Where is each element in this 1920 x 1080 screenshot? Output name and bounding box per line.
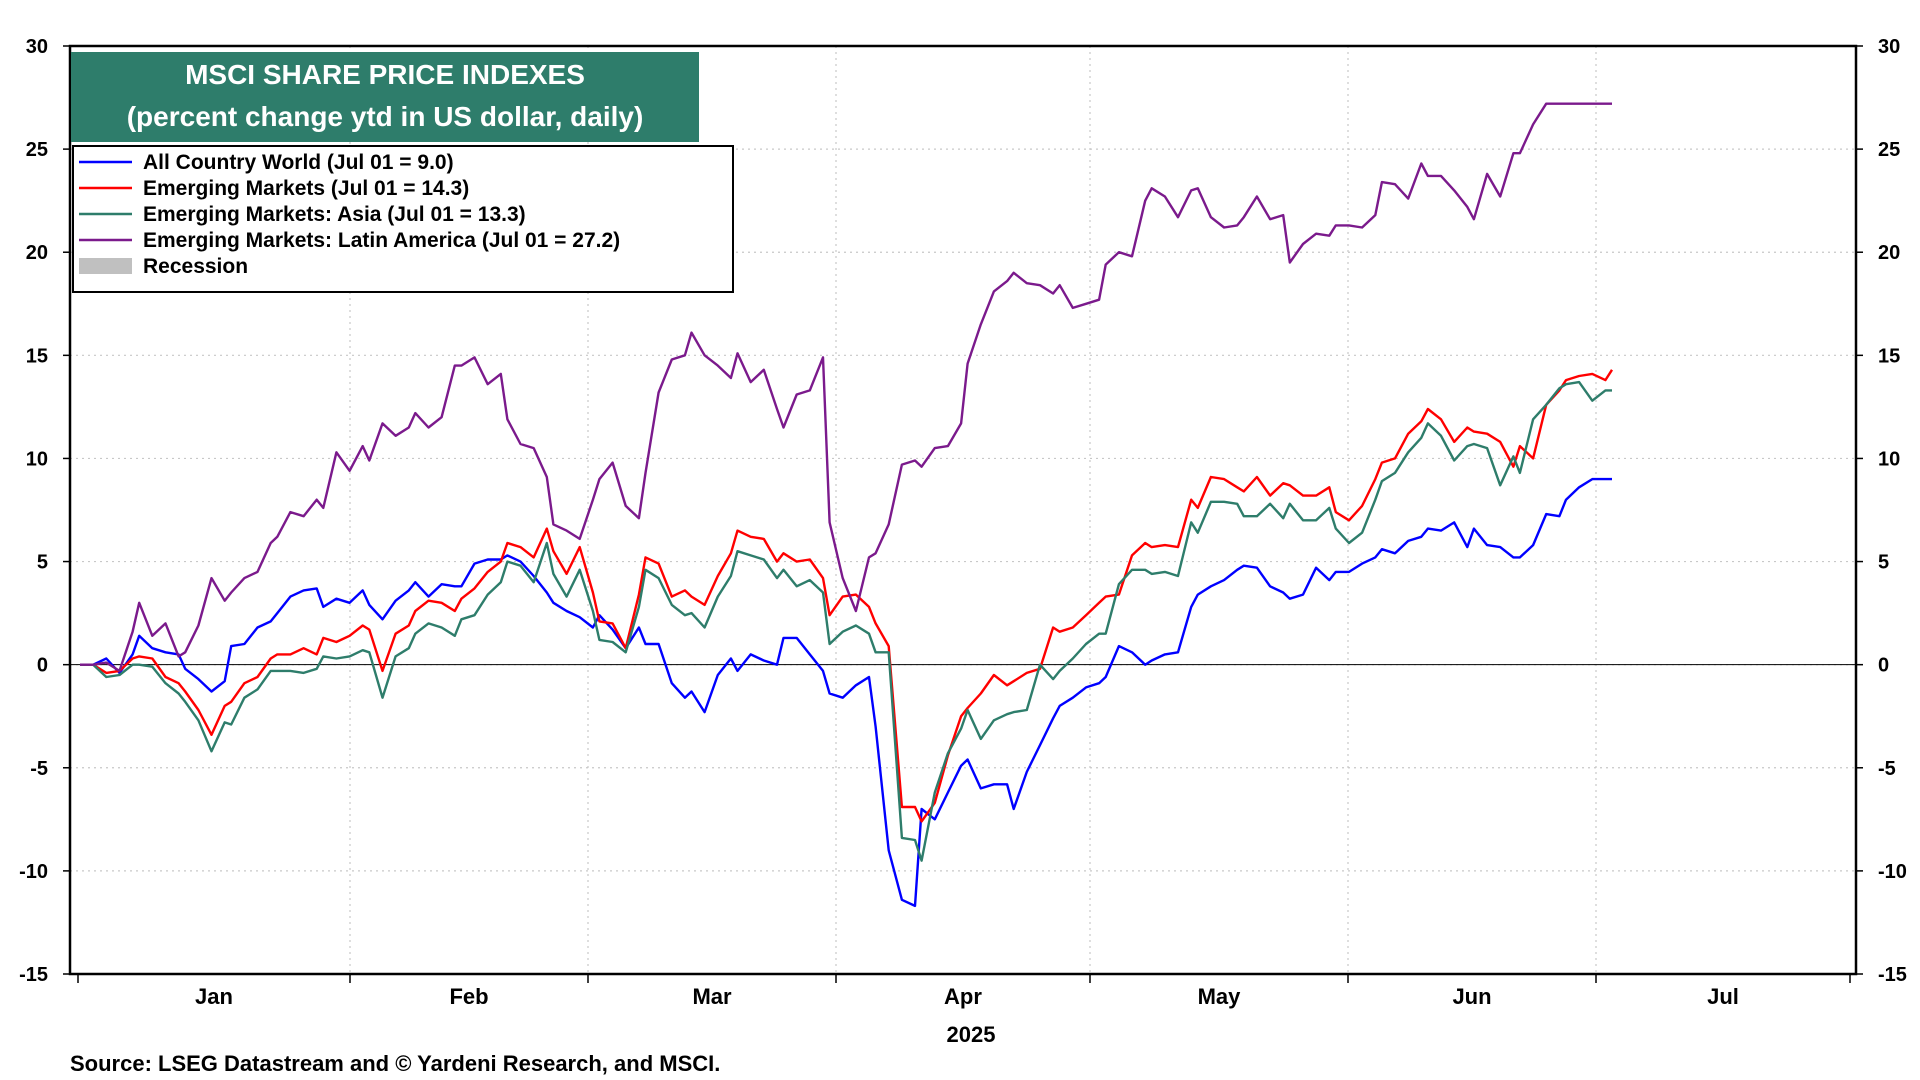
series-line-2 (80, 380, 1612, 862)
legend-label: Emerging Markets (Jul 01 = 14.3) (143, 177, 469, 200)
legend-label: Emerging Markets: Asia (Jul 01 = 13.3) (143, 203, 526, 226)
plot-frame (68, 44, 1858, 976)
title-box: MSCI SHARE PRICE INDEXES (percent change… (71, 52, 699, 142)
y-tick-label-right: 15 (1878, 345, 1900, 367)
x-tick-label-feb: Feb (449, 984, 488, 1009)
y-tick-label-left: 15 (26, 345, 48, 367)
y-tick-label-left: 5 (37, 552, 48, 574)
y-tick-label-left: 20 (26, 242, 48, 264)
x-tick-label-may: May (1198, 984, 1242, 1009)
x-tick-label-jan: Jan (195, 984, 233, 1009)
legend-label: Recession (143, 255, 248, 278)
legend-label: All Country World (Jul 01 = 9.0) (143, 151, 454, 174)
legend-swatch-box (79, 258, 132, 274)
source-note: Source: LSEG Datastream and © Yardeni Re… (70, 1051, 720, 1076)
y-tick-label-left: -10 (19, 861, 48, 883)
tick-layer: 30 30 25 25 20 20 15 15 10 10 5 5 0 0 -5 -5 -10 -10 -15 -15… (19, 36, 1907, 1009)
series-layer (80, 102, 1614, 908)
chart-title: MSCI SHARE PRICE INDEXES (185, 59, 585, 90)
legend-box (72, 145, 734, 293)
legend: All Country World (Jul 01 = 9.0) Emerging… (72, 145, 734, 293)
y-tick-label-left: 25 (26, 139, 48, 161)
y-tick-label-right: 0 (1878, 655, 1889, 677)
legend-items: All Country World (Jul 01 = 9.0) Emerging… (79, 151, 620, 278)
y-tick-label-right: 20 (1878, 242, 1900, 264)
x-tick-label-jul: Jul (1707, 984, 1739, 1009)
x-tick-label-apr: Apr (944, 984, 982, 1009)
y-tick-label-right: 25 (1878, 139, 1900, 161)
y-tick-label-right: 5 (1878, 552, 1889, 574)
x-tick-label-mar: Mar (692, 984, 732, 1009)
y-tick-label-right: -15 (1878, 964, 1907, 986)
x-axis-label: 2025 (947, 1022, 996, 1047)
series-line-3 (80, 102, 1612, 673)
series-line-1 (80, 369, 1614, 823)
y-tick-label-left: 0 (37, 655, 48, 677)
y-tick-label-left: 10 (26, 448, 48, 470)
y-tick-label-right: 30 (1878, 36, 1900, 58)
chart-subtitle: (percent change ytd in US dollar, daily) (127, 101, 644, 132)
y-tick-label-left: -5 (30, 758, 48, 780)
y-tick-label-right: 10 (1878, 448, 1900, 470)
x-tick-label-jun: Jun (1452, 984, 1491, 1009)
y-tick-label-right: -10 (1878, 861, 1907, 883)
legend-label: Emerging Markets: Latin America (Jul 01 … (143, 229, 620, 252)
y-tick-label-left: -15 (19, 964, 48, 986)
title-background (71, 52, 699, 142)
y-tick-label-left: 30 (26, 36, 48, 58)
y-tick-label-right: -5 (1878, 758, 1896, 780)
series-line-0 (80, 477, 1612, 908)
